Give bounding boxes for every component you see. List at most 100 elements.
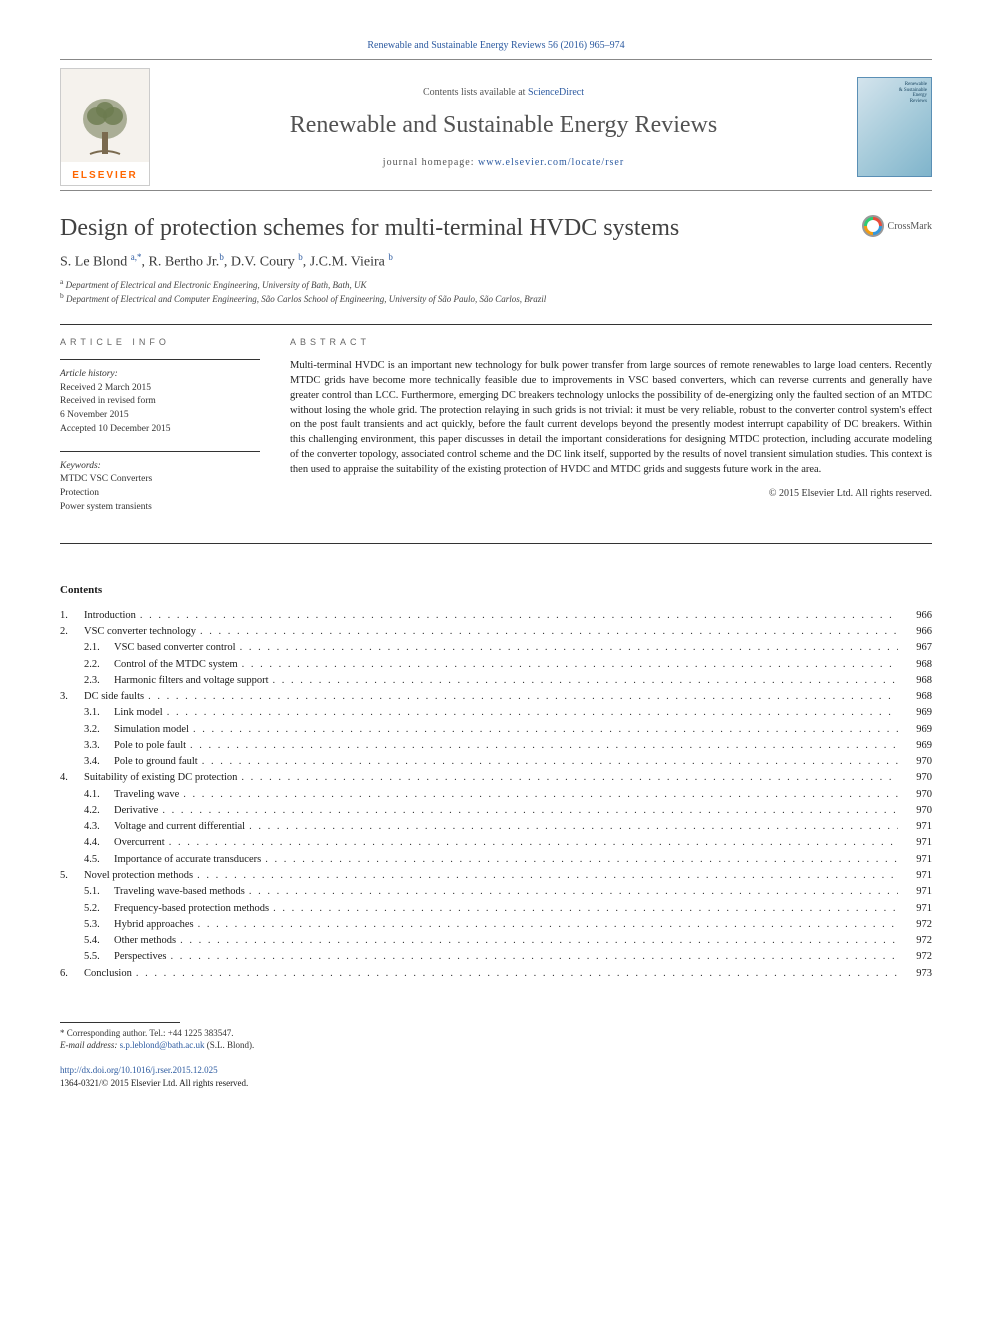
toc-leader-dots — [180, 933, 898, 949]
toc-leader-dots — [273, 901, 898, 917]
affiliations: a Department of Electrical and Electroni… — [60, 277, 932, 306]
toc-row[interactable]: 3.DC side faults968 — [60, 689, 932, 705]
toc-number: 2. — [60, 624, 84, 640]
toc-title: Traveling wave-based methods — [114, 884, 245, 900]
toc-number: 1. — [60, 608, 84, 624]
toc-page-number: 970 — [902, 770, 932, 786]
toc-page-number: 967 — [902, 640, 932, 656]
toc-row[interactable]: 4.1.Traveling wave970 — [60, 787, 932, 803]
article-info-column: ARTICLE INFO Article history: Received 2… — [60, 337, 260, 529]
elsevier-wordmark: ELSEVIER — [72, 170, 137, 181]
toc-number: 5.4. — [84, 933, 114, 949]
sciencedirect-link[interactable]: ScienceDirect — [528, 87, 584, 98]
toc-row[interactable]: 5.2.Frequency-based protection methods97… — [60, 901, 932, 917]
keyword-item: Power system transients — [60, 501, 260, 515]
toc-row[interactable]: 3.3.Pole to pole fault969 — [60, 738, 932, 754]
toc-page-number: 973 — [902, 966, 932, 982]
toc-row[interactable]: 5.1.Traveling wave-based methods971 — [60, 884, 932, 900]
toc-title: Pole to ground fault — [114, 754, 198, 770]
toc-leader-dots — [136, 966, 898, 982]
toc-number: 4.5. — [84, 852, 114, 868]
toc-number: 3.2. — [84, 722, 114, 738]
toc-leader-dots — [140, 608, 898, 624]
toc-page-number: 972 — [902, 917, 932, 933]
toc-row[interactable]: 6.Conclusion973 — [60, 966, 932, 982]
toc-title: Traveling wave — [114, 787, 179, 803]
toc-number: 4. — [60, 770, 84, 786]
toc-row[interactable]: 4.3.Voltage and current differential971 — [60, 819, 932, 835]
article-page: Renewable and Sustainable Energy Reviews… — [0, 0, 992, 1119]
toc-number: 5.5. — [84, 949, 114, 965]
toc-row[interactable]: 3.2.Simulation model969 — [60, 722, 932, 738]
affiliation-line: b Department of Electrical and Computer … — [60, 291, 932, 306]
toc-number: 4.1. — [84, 787, 114, 803]
toc-title: Voltage and current differential — [114, 819, 245, 835]
toc-leader-dots — [200, 624, 898, 640]
doi-block: http://dx.doi.org/10.1016/j.rser.2015.12… — [60, 1064, 932, 1089]
doi-link[interactable]: http://dx.doi.org/10.1016/j.rser.2015.12… — [60, 1065, 218, 1075]
toc-row[interactable]: 1.Introduction966 — [60, 608, 932, 624]
banner-center: Contents lists available at ScienceDirec… — [150, 87, 857, 168]
crossmark-label: CrossMark — [888, 221, 932, 232]
toc-leader-dots — [148, 689, 898, 705]
toc-row[interactable]: 3.1.Link model969 — [60, 705, 932, 721]
journal-title: Renewable and Sustainable Energy Reviews — [290, 112, 717, 139]
homepage-url[interactable]: www.elsevier.com/locate/rser — [478, 157, 624, 168]
toc-row[interactable]: 2.3.Harmonic filters and voltage support… — [60, 673, 932, 689]
toc-page-number: 969 — [902, 738, 932, 754]
toc-title: Frequency-based protection methods — [114, 901, 269, 917]
divider-bottom — [60, 543, 932, 544]
toc-row[interactable]: 4.4.Overcurrent971 — [60, 835, 932, 851]
toc-title: Hybrid approaches — [114, 917, 194, 933]
info-divider-2 — [60, 451, 260, 452]
crossmark-icon — [862, 215, 884, 237]
elsevier-tree-icon — [75, 94, 135, 164]
toc-row[interactable]: 4.5.Importance of accurate transducers97… — [60, 852, 932, 868]
toc-page-number: 966 — [902, 624, 932, 640]
toc-title: Suitability of existing DC protection — [84, 770, 237, 786]
toc-number: 4.3. — [84, 819, 114, 835]
toc-row[interactable]: 3.4.Pole to ground fault 970 — [60, 754, 932, 770]
toc-row[interactable]: 5.5.Perspectives972 — [60, 949, 932, 965]
toc-page-number: 969 — [902, 722, 932, 738]
toc-title: Importance of accurate transducers — [114, 852, 261, 868]
citation-link[interactable]: Renewable and Sustainable Energy Reviews… — [367, 40, 624, 51]
toc-number: 2.3. — [84, 673, 114, 689]
toc-page-number: 972 — [902, 933, 932, 949]
toc-title: VSC based converter control — [114, 640, 236, 656]
toc-page-number: 971 — [902, 884, 932, 900]
toc-page-number: 971 — [902, 901, 932, 917]
toc-leader-dots — [162, 803, 898, 819]
toc-page-number: 968 — [902, 673, 932, 689]
toc-number: 3.1. — [84, 705, 114, 721]
corresponding-author-note: * Corresponding author. Tel.: +44 1225 3… — [60, 1027, 932, 1040]
crossmark-badge[interactable]: CrossMark — [862, 215, 932, 237]
email-suffix: (S.L. Blond). — [207, 1040, 255, 1050]
toc-row[interactable]: 5.3.Hybrid approaches972 — [60, 917, 932, 933]
abstract-copyright: © 2015 Elsevier Ltd. All rights reserved… — [290, 488, 932, 499]
article-title: Design of protection schemes for multi-t… — [60, 215, 679, 242]
toc-row[interactable]: 5.Novel protection methods971 — [60, 868, 932, 884]
toc-title: Derivative — [114, 803, 158, 819]
toc-row[interactable]: 4.Suitability of existing DC protection 9… — [60, 770, 932, 786]
contents-at-text: Contents lists available at — [423, 87, 525, 98]
toc-number: 3.3. — [84, 738, 114, 754]
authors-line: S. Le Blond a,*, R. Bertho Jr.b, D.V. Co… — [60, 252, 932, 271]
toc-row[interactable]: 2.1.VSC based converter control 967 — [60, 640, 932, 656]
toc-number: 3.4. — [84, 754, 114, 770]
journal-cover-thumbnail: Renewable& SustainableEnergyReviews — [857, 77, 932, 177]
toc-leader-dots — [167, 705, 898, 721]
toc-row[interactable]: 2.VSC converter technology966 — [60, 624, 932, 640]
toc-leader-dots — [190, 738, 898, 754]
toc-row[interactable]: 5.4.Other methods972 — [60, 933, 932, 949]
toc-title: Novel protection methods — [84, 868, 193, 884]
toc-row[interactable]: 4.2.Derivative970 — [60, 803, 932, 819]
author-email-link[interactable]: s.p.leblond@bath.ac.uk — [120, 1040, 205, 1050]
toc-page-number: 972 — [902, 949, 932, 965]
info-divider-1 — [60, 359, 260, 360]
toc-title: Introduction — [84, 608, 136, 624]
article-header: Design of protection schemes for multi-t… — [60, 215, 932, 306]
toc-row[interactable]: 2.2.Control of the MTDC system968 — [60, 657, 932, 673]
toc-number: 2.1. — [84, 640, 114, 656]
toc-page-number: 970 — [902, 754, 932, 770]
